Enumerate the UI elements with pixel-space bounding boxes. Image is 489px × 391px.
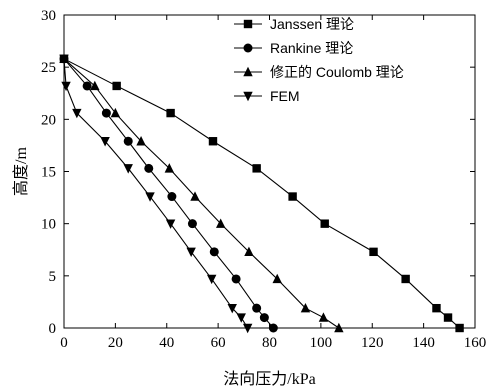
data-point (252, 303, 262, 313)
data-point (187, 219, 197, 229)
x-tick-label: 100 (310, 335, 333, 351)
data-point (300, 302, 311, 313)
y-tick-label: 15 (41, 165, 56, 181)
data-point (190, 191, 200, 201)
data-point (215, 218, 226, 228)
axis-ticks: 0 20 40 60 80 100 120 140 160 0 5 10 15 20 25 30 (41, 8, 486, 351)
data-point (136, 136, 146, 146)
x-tick-label: 160 (464, 335, 487, 351)
data-point (252, 164, 261, 173)
data-point (123, 136, 133, 146)
series-triangle-up (59, 53, 344, 333)
series-line (63, 58, 460, 329)
data-point (208, 137, 218, 146)
x-axis-title: 法向压力/kPa (223, 370, 315, 388)
data-point (164, 163, 175, 173)
data-point (244, 246, 254, 257)
legend-item: FEM (234, 88, 300, 104)
data-point (231, 274, 241, 284)
data-point (401, 274, 410, 284)
legend-label: Rankine 理论 (270, 40, 353, 56)
data-point (100, 137, 110, 147)
x-tick-label: 0 (60, 335, 68, 351)
plot-border (63, 14, 476, 329)
data-point (318, 312, 329, 322)
data-point (101, 108, 111, 118)
legend-marker (243, 43, 253, 53)
legend-label: FEM (270, 88, 300, 104)
series-layer (59, 53, 464, 334)
data-point (165, 219, 176, 229)
data-point (72, 108, 82, 119)
x-tick-label: 120 (361, 335, 384, 351)
data-point (123, 164, 133, 174)
legend-marker (243, 66, 253, 77)
legend-item: Rankine 理论 (234, 40, 353, 56)
y-axis-title: 高度/m (12, 147, 30, 196)
data-point (455, 323, 464, 333)
data-point (227, 303, 237, 314)
legend-item: Janssen 理论 (234, 16, 354, 32)
data-point (167, 192, 177, 202)
series-line (63, 58, 249, 329)
plot-frame (63, 14, 476, 329)
data-point (443, 313, 453, 322)
series-triangle-down (59, 54, 253, 334)
legend-marker (243, 91, 253, 102)
data-point (369, 247, 378, 257)
data-point (209, 247, 219, 257)
data-point (272, 273, 282, 284)
y-tick-label: 25 (41, 60, 56, 76)
data-point (320, 219, 329, 228)
data-point (144, 163, 154, 173)
data-point (61, 81, 71, 92)
data-point (268, 323, 278, 333)
x-tick-label: 60 (211, 335, 226, 351)
y-tick-label: 30 (41, 8, 56, 24)
y-tick-label: 10 (41, 217, 56, 233)
data-point (236, 313, 246, 323)
y-tick-label: 5 (49, 269, 57, 285)
data-point (90, 80, 100, 91)
data-point (112, 81, 121, 91)
data-point (110, 107, 121, 118)
data-point (186, 247, 196, 258)
x-tick-label: 140 (412, 335, 435, 351)
data-point (207, 274, 217, 285)
x-tick-label: 20 (108, 335, 123, 351)
data-point (259, 313, 269, 323)
data-point (334, 322, 344, 333)
data-point (145, 192, 155, 202)
data-point (432, 303, 441, 313)
data-point (59, 54, 69, 65)
data-point (82, 81, 92, 91)
legend-item: 修正的 Coulomb 理论 (234, 64, 404, 80)
legend-label: Janssen 理论 (270, 16, 354, 32)
y-tick-label: 20 (41, 112, 56, 128)
y-tick-label: 0 (49, 321, 57, 337)
data-point (288, 192, 297, 201)
legend-label: 修正的 Coulomb 理论 (270, 64, 404, 80)
x-tick-label: 80 (262, 335, 277, 351)
data-point (166, 108, 175, 118)
x-tick-label: 40 (159, 335, 174, 351)
legend-marker (243, 19, 253, 29)
data-point (242, 323, 253, 334)
